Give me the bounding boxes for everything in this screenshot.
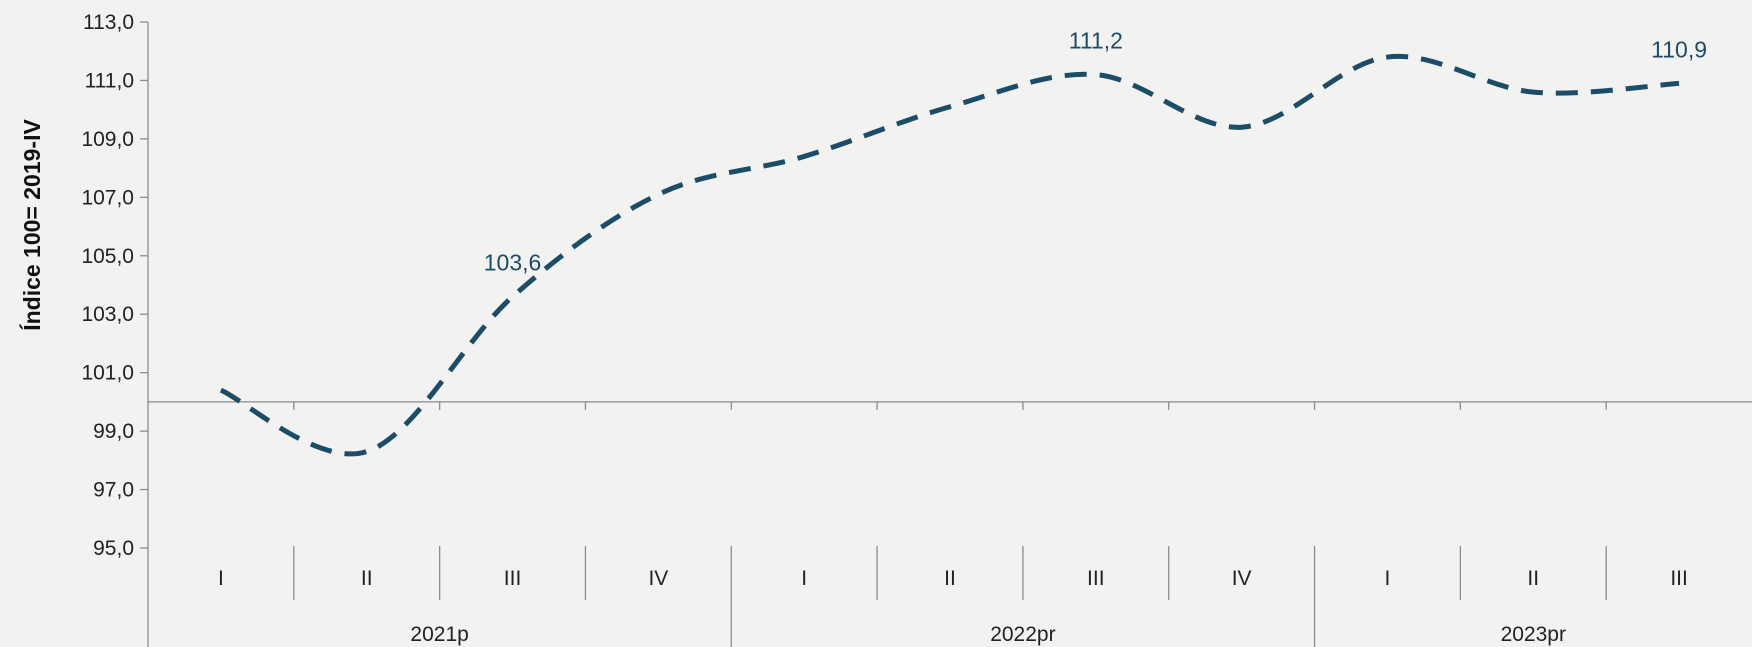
data-label: 110,9 — [1651, 36, 1707, 62]
y-tick-label: 111,0 — [85, 69, 134, 92]
y-axis: 95,0 97,0 99,0 101,0 103,0 105,0 107,0 109,0 111… — [81, 11, 149, 647]
category-label: I — [801, 567, 807, 590]
category-label: I — [1385, 567, 1391, 590]
category-label: I — [218, 567, 224, 590]
group-label: 2023pr — [1501, 623, 1566, 646]
category-label: IV — [1232, 567, 1252, 590]
data-labels: 103,6 111,2 110,9 — [484, 28, 1707, 276]
y-tick-label: 99,0 — [93, 420, 134, 443]
data-label: 103,6 — [484, 250, 542, 276]
category-label: III — [504, 567, 522, 590]
y-tick-label: 103,0 — [81, 303, 134, 326]
y-tick-label: 107,0 — [81, 186, 134, 209]
category-label: II — [1527, 567, 1539, 590]
category-label: IV — [648, 567, 668, 590]
y-axis-title: Índice 100= 2019-IV — [18, 119, 45, 331]
y-tick-label: 95,0 — [93, 537, 134, 560]
y-tick-label: 113,0 — [83, 11, 134, 34]
category-label: III — [1087, 567, 1105, 590]
category-label: II — [361, 567, 373, 590]
y-tick-label: 97,0 — [93, 479, 134, 502]
group-label: 2021p — [410, 623, 468, 646]
y-tick-label: 109,0 — [81, 128, 134, 151]
category-label: II — [944, 567, 956, 590]
category-label: III — [1670, 567, 1688, 590]
group-label: 2022pr — [990, 623, 1055, 646]
series-line — [219, 53, 1680, 457]
series-layer — [219, 53, 1680, 457]
y-tick-label: 105,0 — [81, 245, 134, 268]
data-label: 111,2 — [1069, 28, 1123, 54]
y-tick-label: 101,0 — [81, 362, 134, 385]
